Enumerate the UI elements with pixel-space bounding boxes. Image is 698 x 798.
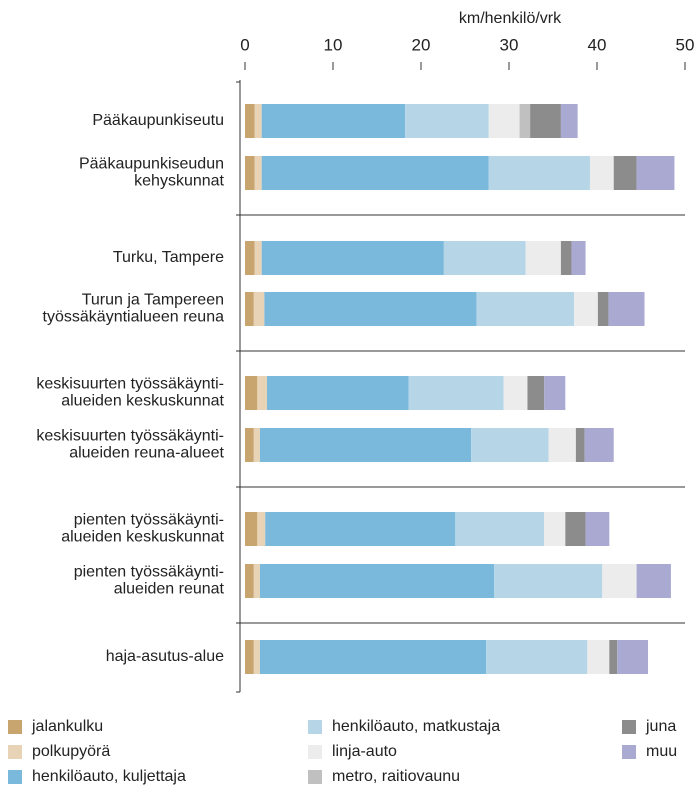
bar-segment (597, 292, 609, 326)
bar-segment (574, 292, 598, 326)
bar-segment (584, 428, 614, 462)
bar-segment (261, 104, 406, 138)
bar-segment (494, 564, 603, 598)
bar-segment (560, 104, 578, 138)
bar-segment (503, 376, 528, 410)
bar-segment (245, 104, 255, 138)
legend-swatch (622, 745, 636, 759)
legend-swatch (8, 770, 22, 784)
bar-segment (617, 640, 649, 674)
bar-segment (476, 292, 575, 326)
bar-segment (261, 241, 444, 275)
bar-segment (488, 156, 590, 190)
legend-label: henkilöauto, kuljettaja (32, 768, 186, 785)
category-label: Turun ja Tampereen työssäkäyntialueen reu… (43, 292, 225, 326)
axis-title: km/henkilö/vrk (459, 10, 562, 27)
bar-segment (253, 292, 265, 326)
category-label: pienten työssäkäynti-alueiden keskuskunn… (61, 512, 224, 546)
x-tick-label: 40 (588, 35, 607, 54)
bar-segment (259, 640, 487, 674)
bar-segment (636, 156, 675, 190)
legend-label: henkilöauto, matkustaja (332, 718, 500, 735)
category-label: pienten työssäkäynti-alueiden reunat (74, 564, 225, 598)
legend-label: juna (645, 718, 676, 735)
x-tick-label: 0 (240, 35, 249, 54)
bar-segment (609, 640, 618, 674)
bar-segment (565, 512, 586, 546)
bar-segment (253, 564, 260, 598)
category-label: haja-asutus-alue (106, 648, 224, 665)
bar-segment (486, 640, 588, 674)
bar-segment (257, 376, 267, 410)
bar-segment (259, 564, 495, 598)
bar-segment (608, 292, 645, 326)
category-label: keskisuurten työssäkäynti-alueiden kesku… (36, 376, 224, 410)
bar-segment (254, 241, 262, 275)
bar-segment (560, 241, 572, 275)
bar-segment (587, 640, 610, 674)
bar-segment (488, 104, 520, 138)
legend-swatch (8, 745, 22, 759)
legend-swatch (308, 770, 322, 784)
category-label: Turku, Tampere (113, 249, 224, 266)
bar-segment (602, 564, 637, 598)
bar-segment (245, 564, 254, 598)
bar-segment (544, 376, 566, 410)
bar-segment (471, 428, 549, 462)
legend-swatch (308, 720, 322, 734)
bar-segment (443, 241, 526, 275)
bar-segment (264, 292, 477, 326)
bar-segment (527, 376, 545, 410)
bar-segment (530, 104, 561, 138)
legend-swatch (622, 720, 636, 734)
bar-segment (245, 512, 258, 546)
bar-segment (253, 640, 260, 674)
bar-segment (245, 156, 255, 190)
bar-segment (267, 376, 409, 410)
bar-segment (589, 156, 614, 190)
category-label: Pääkaupunkiseutu (92, 112, 224, 129)
category-label: Pääkaupunkiseudun kehyskunnat (79, 156, 225, 190)
bar-segment (254, 104, 262, 138)
bar-segment (405, 104, 489, 138)
bar-segment (253, 428, 260, 462)
bar-segment (613, 156, 637, 190)
legend-swatch (308, 745, 322, 759)
legend-label: muu (646, 743, 677, 760)
bar-segment (259, 428, 472, 462)
bar-segment (575, 428, 585, 462)
legend-label: linja-auto (332, 743, 397, 760)
bar-segment (245, 292, 254, 326)
bar-segment (636, 564, 671, 598)
category-label: keskisuurten työssäkäynti-alueiden reuna… (36, 428, 224, 462)
bar-segment (408, 376, 504, 410)
x-tick-label: 30 (500, 35, 519, 54)
bar-segment (254, 156, 262, 190)
bar-segment (455, 512, 545, 546)
bar-segment (548, 428, 576, 462)
bar-segment (245, 640, 254, 674)
bar-segment (245, 428, 254, 462)
bar-segment (265, 512, 456, 546)
bar-segment (245, 241, 255, 275)
x-tick-label: 10 (324, 35, 343, 54)
bar-segment (261, 156, 489, 190)
legend-label: jalankulku (31, 718, 103, 735)
legend-label: metro, raitiovaunu (332, 768, 460, 785)
x-tick-label: 50 (676, 35, 695, 54)
bar-segment (525, 241, 561, 275)
bar-segment (257, 512, 266, 546)
bar-segment (571, 241, 586, 275)
bar-segment (544, 512, 566, 546)
legend-swatch (8, 720, 22, 734)
legend-label: polkupyörä (32, 743, 110, 760)
bar-segment (245, 376, 258, 410)
bar-segment (519, 104, 531, 138)
bar-segment (585, 512, 610, 546)
x-tick-label: 20 (412, 35, 431, 54)
